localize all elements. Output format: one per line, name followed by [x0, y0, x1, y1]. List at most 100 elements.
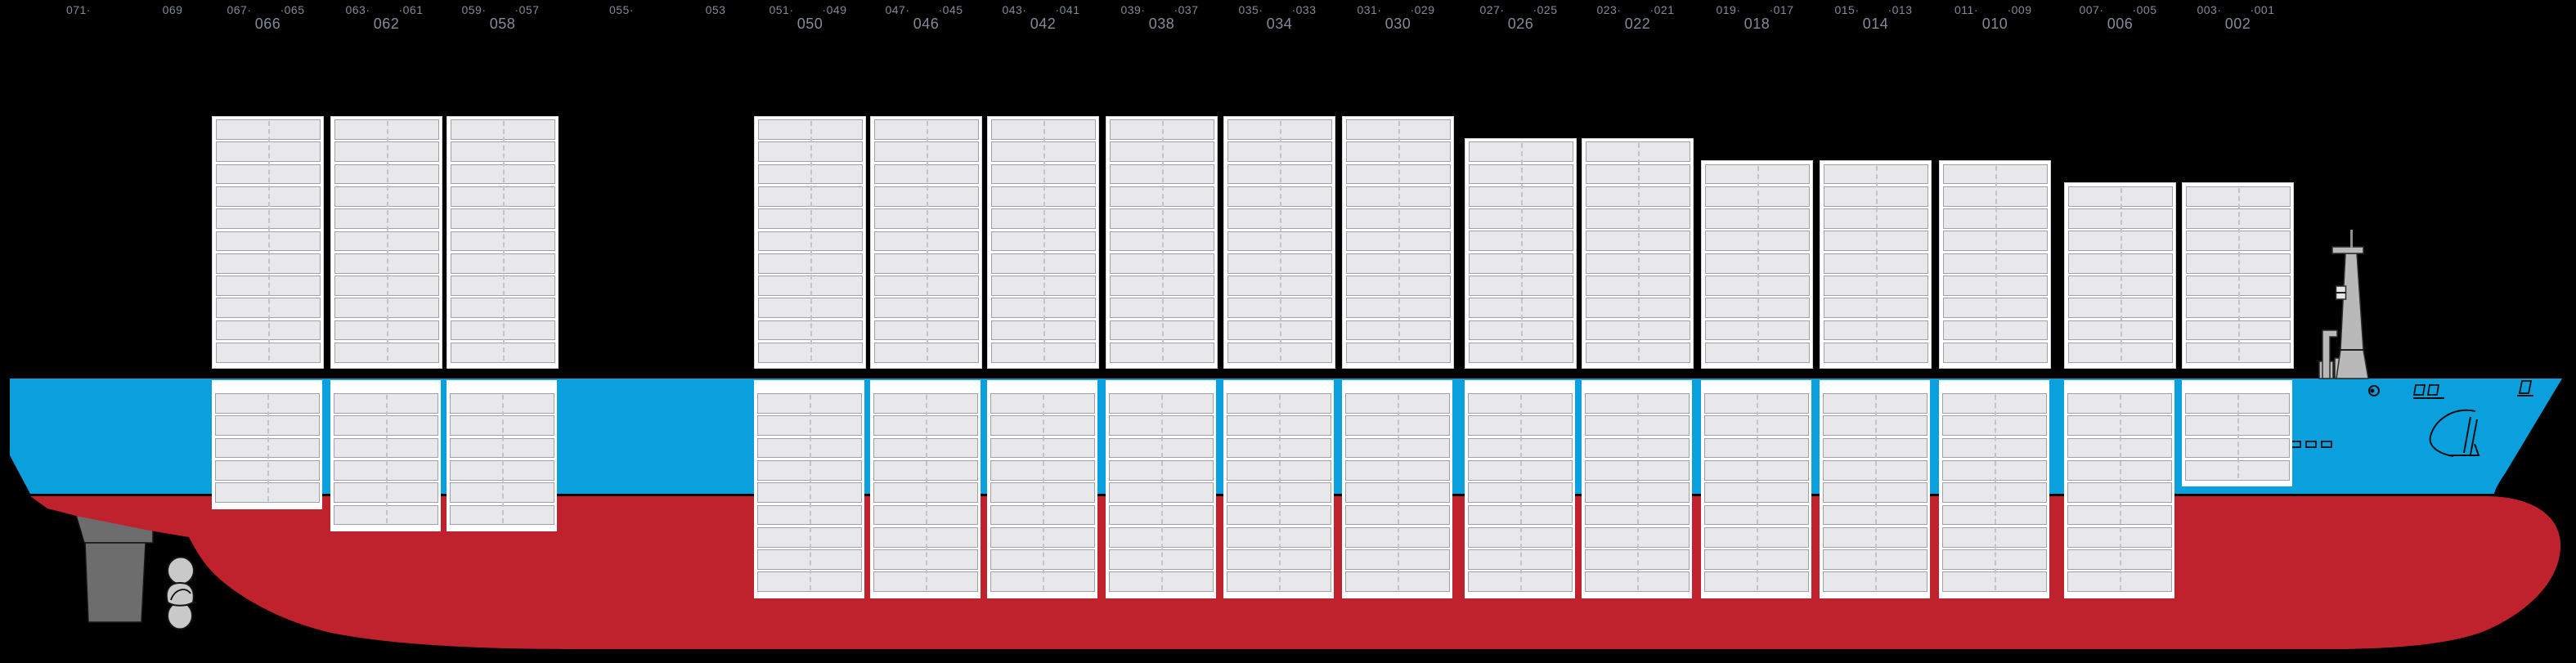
bay-center-divider: [1160, 395, 1163, 590]
bay-center-divider: [1995, 165, 1997, 361]
bay-label-013: ·013: [1887, 3, 1913, 16]
bay-label-049: ·049: [822, 3, 847, 16]
bay-center-divider: [1042, 395, 1044, 590]
above-deck-stack-bay-022: [1582, 137, 1694, 369]
propeller-hub: [165, 581, 195, 607]
bay-label-035: 035·: [1238, 3, 1263, 16]
bay-center-divider: [267, 121, 270, 361]
mast-antenna: [2350, 230, 2353, 248]
bay-label-059: 059·: [461, 3, 487, 16]
bay-label-018: 018: [1744, 16, 1770, 32]
bay-center-divider: [1636, 395, 1639, 590]
below-deck-stack-bay-050: [754, 380, 864, 598]
below-deck-stack-bay-046: [870, 380, 981, 598]
bay-label-027: 027·: [1479, 3, 1505, 16]
bay-label-038: 038: [1148, 16, 1175, 32]
bay-center-divider: [1757, 165, 1759, 361]
bay-label-011: 011·: [1954, 3, 1978, 16]
bay-center-divider: [1875, 165, 1878, 361]
bay-label-023: 023·: [1596, 3, 1622, 16]
bay-label-046: 046: [913, 16, 940, 32]
bay-label-037: ·037: [1174, 3, 1199, 16]
bow-details: [2290, 380, 2533, 457]
bay-center-divider: [810, 121, 812, 361]
bay-label-045: ·045: [938, 3, 963, 16]
propeller: [165, 556, 195, 630]
below-deck-stack-bay-058: [447, 380, 557, 531]
above-deck-stack-bay-030: [1342, 115, 1454, 369]
bay-label-057: ·057: [514, 3, 540, 16]
bay-center-divider: [2119, 395, 2121, 590]
bay-label-007: 007·: [2079, 3, 2104, 16]
below-deck-stack-bay-018: [1701, 380, 1811, 598]
above-deck-stack-bay-046: [870, 115, 982, 369]
bay-label-043: 043·: [1002, 3, 1027, 16]
below-deck-stack-bay-014: [1820, 380, 1930, 598]
bay-label-017: ·017: [1769, 3, 1794, 16]
bay-center-divider: [1278, 395, 1281, 590]
bow-flag-icon: [2518, 380, 2533, 394]
above-deck-stack-bay-066: [212, 115, 324, 369]
bay-label-050: 050: [797, 16, 824, 32]
bay-label-003: 003·: [2197, 3, 2222, 16]
bow-window-icon: [2426, 384, 2440, 396]
bay-center-divider: [502, 121, 505, 361]
bow-window-icon: [2412, 384, 2426, 396]
propeller-blade-upper: [167, 556, 195, 585]
bay-label-039: 039·: [1120, 3, 1146, 16]
bay-label-065: ·065: [280, 3, 305, 16]
bay-label-026: 026: [1507, 16, 1534, 32]
bay-label-015: 015·: [1834, 3, 1860, 16]
bay-label-063: 063·: [345, 3, 370, 16]
bay-label-067: 067·: [227, 3, 252, 16]
above-deck-stack-bay-034: [1223, 115, 1335, 369]
bay-center-divider: [385, 395, 388, 523]
bay-label-019: 019·: [1716, 3, 1741, 16]
bay-label-042: 042: [1030, 16, 1057, 32]
above-deck-stack-bay-062: [330, 115, 442, 369]
bay-label-053: 053: [705, 3, 726, 16]
anchor-icon: [2429, 409, 2480, 457]
bay-center-divider: [2237, 187, 2240, 361]
bay-label-034: 034: [1266, 16, 1293, 32]
bay-label-010: 010: [1981, 16, 2008, 32]
bay-center-divider: [1756, 395, 1758, 590]
below-deck-stack-bay-010: [1939, 380, 2049, 598]
bay-label-022: 022: [1624, 16, 1651, 32]
above-deck-stack-bay-018: [1701, 160, 1813, 369]
bay-label-001: ·001: [2250, 3, 2275, 16]
mast-body: [2336, 253, 2369, 379]
bay-label-033: ·033: [1291, 3, 1317, 16]
draft-marks: [2290, 441, 2332, 448]
bay-label-061: ·061: [398, 3, 424, 16]
bay-center-divider: [1994, 395, 1996, 590]
bay-center-divider: [2120, 187, 2122, 361]
bay-center-divider: [809, 395, 811, 590]
above-deck-stack-bay-050: [754, 115, 866, 369]
below-deck-stack-bay-034: [1223, 380, 1334, 598]
foremast: [2318, 230, 2369, 379]
below-deck-stack-bay-042: [987, 380, 1097, 598]
above-deck-stack-bay-014: [1820, 160, 1932, 369]
bay-label-029: ·029: [1410, 3, 1435, 16]
propeller-hub-detail: [170, 589, 191, 601]
below-deck-stack-bay-038: [1106, 380, 1216, 598]
bay-label-047: 047·: [885, 3, 910, 16]
bay-center-divider: [1279, 121, 1281, 361]
bay-label-031: 031·: [1357, 3, 1382, 16]
porthole-center-icon: [2370, 388, 2375, 393]
below-deck-stack-bay-022: [1582, 380, 1692, 598]
below-deck-stack-bay-006: [2064, 380, 2174, 598]
above-deck-stack-bay-042: [987, 115, 1099, 369]
bay-label-014: 014: [1862, 16, 1889, 32]
porthole-icon: [2368, 385, 2380, 396]
bay-center-divider: [1397, 395, 1399, 590]
below-deck-stack-bay-062: [330, 380, 441, 531]
bay-label-002: 002: [2224, 16, 2251, 32]
bay-center-divider: [1520, 143, 1523, 361]
bay-center-divider: [1161, 121, 1164, 361]
bay-center-divider: [925, 395, 927, 590]
above-deck-stack-bay-038: [1106, 115, 1218, 369]
above-deck-stack-bay-010: [1939, 160, 2051, 369]
bay-center-divider: [926, 121, 928, 361]
